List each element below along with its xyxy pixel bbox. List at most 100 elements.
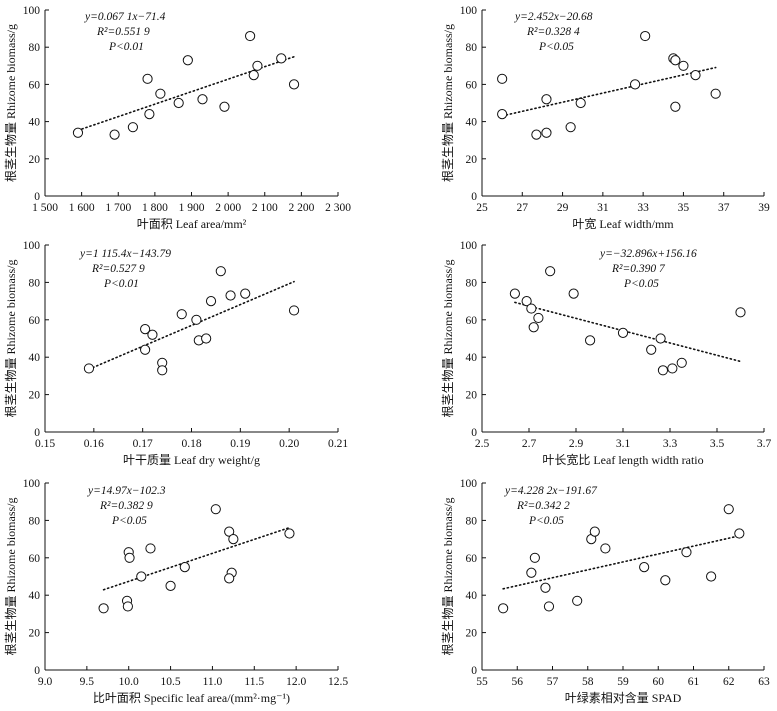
r-squared-label: R²=0.390 7 xyxy=(611,263,666,275)
data-point xyxy=(617,327,629,338)
data-point xyxy=(165,580,176,591)
x-tick-label: 2 000 xyxy=(215,202,241,214)
y-tick-label: 60 xyxy=(29,553,41,565)
data-point xyxy=(660,575,671,586)
x-axis-title: 叶面积 Leaf area/mm² xyxy=(137,217,247,231)
data-point xyxy=(670,101,681,112)
trend-line xyxy=(514,301,742,363)
data-point xyxy=(127,122,138,133)
x-tick-label: 2.7 xyxy=(522,438,537,450)
data-point xyxy=(157,365,168,376)
x-tick-label: 56 xyxy=(512,676,524,688)
data-point xyxy=(176,309,187,320)
x-tick-label: 0.19 xyxy=(230,438,250,450)
x-tick-label: 3.3 xyxy=(663,438,678,450)
data-point xyxy=(219,101,230,112)
y-tick-label: 20 xyxy=(29,390,41,402)
y-tick-label: 60 xyxy=(29,315,41,327)
data-point xyxy=(589,526,600,537)
data-point xyxy=(690,70,701,81)
y-tick-label: 80 xyxy=(29,277,41,289)
r-squared-label: R²=0.382 9 xyxy=(99,500,153,512)
data-point xyxy=(600,543,611,554)
x-tick-label: 63 xyxy=(758,676,770,688)
x-tick-label: 0.16 xyxy=(84,438,104,450)
data-point xyxy=(284,528,295,539)
trend-line xyxy=(502,535,741,590)
x-tick-label: 1 500 xyxy=(32,202,58,214)
y-tick-label: 0 xyxy=(34,665,40,677)
data-point xyxy=(498,603,509,614)
y-tick-label: 20 xyxy=(466,154,478,166)
data-point xyxy=(521,296,532,307)
y-axis-title: 根茎生物量 Rhizome biomass/g xyxy=(441,498,455,656)
x-tick-label: 60 xyxy=(653,676,665,688)
data-point xyxy=(541,127,552,138)
scatter-panel-1: 0 20 40 60 80 100 1 500 1 600 1 700 1 800 1 900 2 0… xyxy=(4,5,351,231)
x-axis-title: 叶干质量 Leaf dry weight/g xyxy=(123,453,260,467)
x-tick-label: 9.5 xyxy=(80,676,95,688)
y-tick-label: 80 xyxy=(466,277,478,289)
data-point xyxy=(533,312,544,324)
scatter-panel-3: 0 20 40 60 80 100 0.15 0.16 0.17 0.18 0.19 0.20 0.21… xyxy=(4,240,348,467)
data-point xyxy=(155,88,166,99)
r-squared-label: R²=0.551 9 xyxy=(96,26,150,38)
data-point xyxy=(667,363,678,374)
x-tick-label: 57 xyxy=(547,676,559,688)
y-tick-label: 0 xyxy=(471,191,477,203)
r-squared-label: R²=0.342 2 xyxy=(516,500,570,512)
y-tick-label: 40 xyxy=(466,117,478,129)
x-tick-label: 33 xyxy=(637,202,649,214)
data-point xyxy=(72,127,84,138)
regression-equation: y=0.067 1x−71.4 xyxy=(84,11,166,23)
trend-line xyxy=(501,66,717,117)
data-point xyxy=(678,60,689,71)
y-tick-label: 20 xyxy=(29,154,41,166)
y-tick-label: 100 xyxy=(460,240,478,252)
data-point xyxy=(565,122,576,133)
x-tick-label: 0.21 xyxy=(328,438,348,450)
y-tick-label: 60 xyxy=(466,79,478,91)
scatter-panel-4: 0 20 40 60 80 100 2.5 2.7 2.9 3.1 3.3 3.5 3.7 叶长宽比 Le… xyxy=(441,240,771,467)
y-axis-title: 根茎生物量 Rhizome biomass/g xyxy=(441,24,455,182)
regression-equation: y=14.97x−102.3 xyxy=(87,485,166,497)
x-axis-title: 叶绿素相对含量 SPAD xyxy=(565,690,682,705)
p-value-label: P<0.05 xyxy=(538,41,574,53)
data-point xyxy=(639,562,650,573)
x-tick-label: 0.15 xyxy=(35,438,55,450)
x-tick-label: 39 xyxy=(758,202,770,214)
data-point xyxy=(629,79,641,90)
scatter-panel-6: 0 20 40 60 80 100 55 56 57 58 59 60 61 62 63 叶绿素相对含量 SP… xyxy=(441,478,770,705)
data-point xyxy=(735,307,746,318)
y-tick-label: 40 xyxy=(29,117,41,129)
data-point xyxy=(585,335,596,346)
data-point xyxy=(497,109,508,120)
data-point xyxy=(543,601,555,612)
data-point xyxy=(182,55,193,66)
r-squared-label: R²=0.328 4 xyxy=(526,26,580,38)
x-tick-label: 12.5 xyxy=(328,676,348,688)
y-tick-label: 40 xyxy=(466,590,478,602)
x-tick-label: 0.17 xyxy=(133,438,153,450)
data-point xyxy=(526,303,537,314)
data-point xyxy=(252,60,263,71)
y-tick-label: 20 xyxy=(466,628,478,640)
data-point xyxy=(224,573,235,584)
p-value-label: P<0.05 xyxy=(528,515,564,527)
data-point xyxy=(706,571,717,582)
x-tick-label: 35 xyxy=(678,202,690,214)
y-tick-label: 80 xyxy=(29,42,41,54)
x-tick-label: 55 xyxy=(476,676,488,688)
x-tick-label: 2.5 xyxy=(475,438,490,450)
p-value-label: P<0.01 xyxy=(108,41,144,53)
y-tick-label: 60 xyxy=(466,553,478,565)
data-point xyxy=(529,552,540,563)
scatter-panel-5: 0 20 40 60 80 100 9.0 9.5 10.0 10.5 11.0 11.5 12.0 12… xyxy=(4,478,348,705)
scatter-panel-2: 0 20 40 60 80 100 25 27 29 31 33 35 37 39 叶宽 Leaf widt… xyxy=(441,5,770,231)
x-tick-label: 31 xyxy=(597,202,609,214)
x-axis-title: 叶宽 Leaf width/mm xyxy=(572,216,674,231)
y-tick-label: 60 xyxy=(29,79,41,91)
data-point xyxy=(124,552,135,563)
y-tick-label: 20 xyxy=(466,390,478,402)
data-point xyxy=(646,344,657,355)
